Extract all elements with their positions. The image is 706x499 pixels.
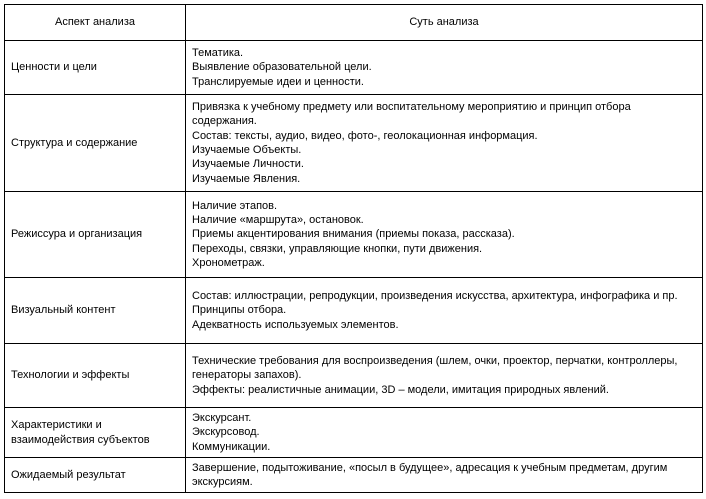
essence-cell: Завершение, подытоживание, «посыл в буду… xyxy=(185,457,703,493)
aspect-cell: Технологии и эффекты xyxy=(4,343,186,408)
table-row: Ожидаемый результат Завершение, подытожи… xyxy=(4,457,703,493)
list-item: Адекватность используемых элементов. xyxy=(192,318,399,331)
aspect-cell: Характеристики и взаимодействия субъекто… xyxy=(4,407,186,458)
table-row: Визуальный контент Состав: иллюстрации, … xyxy=(4,277,703,344)
list-item: Состав: иллюстрации, репродукции, произв… xyxy=(192,290,678,303)
aspect-cell: Структура и содержание xyxy=(4,94,186,192)
table-header-row: Аспект анализа Суть анализа xyxy=(4,4,703,41)
essence-cell: Тематика. Выявление образовательной цели… xyxy=(185,40,703,95)
essence-cell: Состав: иллюстрации, репродукции, произв… xyxy=(185,277,703,344)
list-item: Наличие этапов. xyxy=(192,199,278,212)
essence-cell: Технические требования для воспроизведен… xyxy=(185,343,703,408)
list-item: Тематика. xyxy=(192,47,244,60)
list-item: Привязка к учебному предмету или воспита… xyxy=(192,101,631,128)
list-item: Наличие «маршрута», остановок. xyxy=(192,214,364,227)
analysis-table: Аспект анализа Суть анализа Ценности и ц… xyxy=(4,4,703,493)
table-row: Характеристики и взаимодействия субъекто… xyxy=(4,407,703,458)
list-item: Принципы отбора. xyxy=(192,304,287,317)
list-item: Переходы, связки, управляющие кнопки, пу… xyxy=(192,242,483,255)
table-row: Режиссура и организация Наличие этапов. … xyxy=(4,191,703,278)
list-item: Транслируемые идеи и ценности. xyxy=(192,75,364,88)
list-item: Хронометраж. xyxy=(192,256,265,269)
list-item: Выявление образовательной цели. xyxy=(192,61,372,74)
list-item: Изучаемые Объекты. xyxy=(192,144,302,156)
aspect-cell: Режиссура и организация xyxy=(4,191,186,278)
aspect-cell: Визуальный контент xyxy=(4,277,186,344)
header-essence: Суть анализа xyxy=(185,4,703,41)
essence-cell: Привязка к учебному предмету или воспита… xyxy=(185,94,703,192)
list-item: Коммуникации. xyxy=(192,440,271,453)
list-item: Экскурсовод. xyxy=(192,426,260,439)
list-item: Завершение, подытоживание, «посыл в буду… xyxy=(192,461,668,488)
aspect-cell: Ценности и цели xyxy=(4,40,186,95)
table-row: Ценности и цели Тематика. Выявление обра… xyxy=(4,40,703,95)
list-item: Приемы акцентирования внимания (приемы п… xyxy=(192,228,515,241)
header-aspect: Аспект анализа xyxy=(4,4,186,41)
essence-cell: Наличие этапов. Наличие «маршрута», оста… xyxy=(185,191,703,278)
list-item: Состав: тексты, аудио, видео, фото-, гео… xyxy=(192,129,538,142)
list-item: Эффекты: реалистичные анимации, 3D – мод… xyxy=(192,383,609,396)
list-item: Технические требования для воспроизведен… xyxy=(192,355,678,382)
list-item: Изучаемые Явления. xyxy=(192,172,301,185)
essence-cell: Экскурсант. Экскурсовод. Коммуникации. xyxy=(185,407,703,458)
table-row: Структура и содержание Привязка к учебно… xyxy=(4,94,703,192)
table-row: Технологии и эффекты Технические требова… xyxy=(4,343,703,408)
aspect-cell: Ожидаемый результат xyxy=(4,457,186,493)
list-item: Экскурсант. xyxy=(192,412,252,425)
list-item: Изучаемые Личности. xyxy=(192,158,304,171)
